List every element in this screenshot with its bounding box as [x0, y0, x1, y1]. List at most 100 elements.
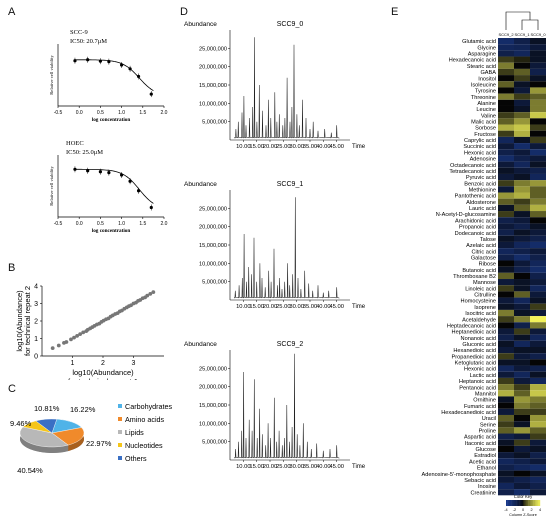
heatmap-cell: [530, 396, 546, 403]
heatmap-cell: [498, 489, 514, 496]
heatmap-cell: [498, 260, 514, 267]
heatmap-cell: [514, 124, 530, 131]
color-key-step: [529, 500, 532, 506]
heatmap-cell: [498, 173, 514, 181]
row-label: Serine: [480, 422, 496, 428]
data-point: [81, 330, 86, 335]
color-key-title: Color Key: [514, 494, 533, 499]
data-point: [98, 59, 102, 63]
heatmap-cell: [530, 241, 546, 249]
heatmap-cell: [498, 180, 514, 187]
row-label: Malic acid: [471, 120, 496, 126]
color-key-step: [536, 500, 539, 506]
heatmap-cell: [514, 112, 530, 119]
heatmap-cell: [514, 384, 530, 391]
heatmap-cell: [514, 93, 530, 100]
x-tick-label: 1.0: [118, 221, 125, 227]
y-axis-title: Abundance: [184, 21, 217, 28]
color-key-step: [519, 500, 522, 506]
row-label: Arachidonic acid: [455, 218, 496, 224]
row-label: Glucose: [475, 447, 496, 453]
data-point: [136, 74, 141, 79]
color-key-step: [526, 500, 529, 506]
heatmap-cell: [530, 50, 546, 57]
row-label: Ethanol: [477, 466, 496, 472]
heatmap-cell: [530, 124, 546, 131]
row-label: Succinic acid: [463, 144, 496, 150]
heatmap-cell: [498, 217, 514, 224]
y-tick-label: 2: [34, 319, 38, 326]
heatmap-cell: [498, 198, 514, 205]
x-axis-label: log concentration: [92, 228, 131, 234]
y-tick-label: 0: [34, 354, 38, 361]
pie-data-label: 40.54%: [17, 466, 43, 475]
x-tick-label: 15.00: [249, 304, 264, 310]
heatmap-cell: [498, 167, 514, 174]
x-tick-label: 25.00: [276, 464, 291, 470]
row-label: Hexadecanoic acid: [449, 58, 496, 64]
heatmap-cell: [514, 241, 530, 249]
plot-area: Abundance SCC9_0 5,000,000 10,000,000 15,000…: [184, 21, 366, 150]
heatmap-cell: [530, 297, 546, 304]
heatmap-cell: [514, 470, 530, 477]
heatmap-cell: [498, 266, 514, 273]
heatmap-cell: [498, 161, 514, 168]
x-tick-label: 40.00: [316, 144, 331, 150]
heatmap-cell: [498, 56, 514, 63]
heatmap-cell: [498, 390, 514, 397]
x-tick-label: 45.00: [329, 464, 344, 470]
heatmap-cell: [498, 328, 514, 335]
heatmap-cell: [530, 173, 546, 181]
data-point: [128, 179, 132, 183]
x-tick-label: 35.00: [303, 144, 318, 150]
heatmap-cell: [530, 62, 546, 69]
plot-area: 16.22% 22.97% 40.54% 9.46%10.81% Carbohydrat…: [10, 402, 173, 475]
heatmap-cell: [498, 297, 514, 304]
heatmap-cell: [514, 118, 530, 125]
row-label: Hexadecanedioic acid: [441, 410, 496, 416]
heatmap-cell: [530, 75, 546, 82]
heatmap-cell: [514, 211, 530, 218]
heatmap-cell: [530, 235, 546, 242]
legend-label: Carbohydrates: [125, 402, 173, 411]
heatmap-cell: [498, 322, 514, 329]
heatmap-cell: [498, 285, 514, 292]
heatmap-cell: [530, 433, 546, 440]
heatmap-cell: [514, 291, 530, 298]
heatmap-cell: [530, 322, 546, 329]
heatmap-cell: [514, 186, 530, 193]
pie-slice: [51, 427, 85, 446]
legend-swatch: [118, 443, 122, 447]
heatmap-cell: [530, 266, 546, 273]
heatmap-cell: [498, 272, 514, 280]
x-tick-label: 35.00: [303, 464, 318, 470]
color-key-step: [528, 500, 530, 506]
legend-label: Amino acids: [125, 415, 165, 424]
heatmap-cell: [514, 452, 530, 459]
heatmap-cell: [514, 464, 530, 471]
data-point: [73, 167, 77, 171]
heatmap-cell: [514, 192, 530, 199]
row-label: Azelaic acid: [466, 243, 496, 249]
heatmap-cell: [498, 433, 514, 440]
heatmap-cell: [530, 38, 546, 45]
panel-label-c: C: [8, 383, 16, 395]
row-label: Butanoic acid: [462, 268, 496, 274]
heatmap-cell: [514, 402, 530, 409]
pie-data-label: 10.81%: [34, 404, 60, 413]
data-point: [98, 170, 102, 174]
row-label: Threonine: [471, 95, 496, 101]
heatmap-cell: [514, 328, 530, 335]
heatmap-cell: [498, 452, 514, 459]
panel-label-a: A: [8, 6, 16, 18]
row-label: Lauric acid: [469, 206, 496, 212]
heatmap-cell: [498, 68, 514, 76]
heatmap-cell: [514, 371, 530, 378]
heatmap-cell: [530, 291, 546, 298]
heatmap-cell: [530, 149, 546, 156]
heatmap-cell: [498, 99, 514, 106]
chromatogram-trace: [234, 353, 340, 459]
heatmap-cell: [498, 377, 514, 385]
color-key-step: [517, 500, 520, 506]
